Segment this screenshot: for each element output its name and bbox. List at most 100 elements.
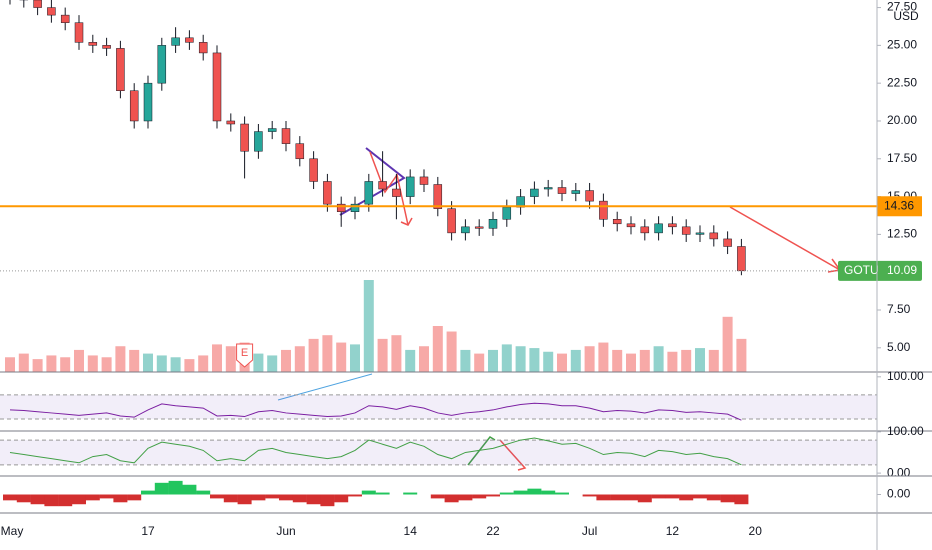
- candle-body: [171, 37, 180, 46]
- volume-bar: [74, 349, 84, 372]
- volume-bar: [681, 349, 692, 372]
- x-tick-label: 12: [666, 524, 680, 538]
- candle-body: [364, 181, 374, 205]
- y-tick-label: 0.00: [887, 487, 911, 501]
- last-price-box: [838, 260, 922, 281]
- x-tick-label: May: [1, 524, 24, 538]
- candle-body: [530, 188, 539, 197]
- x-tick-label: 22: [486, 524, 500, 538]
- y-tick-label: 5.00: [887, 340, 911, 354]
- candle-body: [392, 188, 401, 197]
- candle-body: [254, 131, 263, 152]
- earnings-marker: [236, 343, 254, 368]
- candles: [5, 0, 747, 372]
- arrow-head: [400, 217, 413, 226]
- oscillator-bar: [693, 494, 707, 499]
- candle-body: [474, 226, 484, 229]
- oscillator-bar: [472, 494, 487, 499]
- volume-bar: [212, 344, 222, 372]
- volume-bar: [584, 346, 595, 372]
- oscillator-bar: [375, 492, 390, 495]
- volume-bar: [101, 357, 112, 372]
- volume-bar: [46, 355, 57, 372]
- candle-body: [309, 158, 318, 182]
- candle-body: [585, 190, 594, 202]
- volume-bar: [667, 351, 678, 372]
- oscillator-bar: [720, 494, 735, 503]
- oscillator-bar: [458, 494, 473, 501]
- arrow: [729, 206, 841, 271]
- x-tick-label: 17: [141, 524, 155, 538]
- trend-line: [277, 373, 373, 401]
- oscillator-bar: [196, 490, 211, 495]
- volume-bar: [350, 344, 360, 372]
- candle-body: [502, 206, 512, 220]
- volume-bar: [598, 342, 609, 372]
- candle-body: [488, 219, 498, 229]
- candle-body: [709, 232, 719, 240]
- indicator-line: [9, 437, 742, 466]
- oscillator-bar: [651, 494, 666, 499]
- arrow: [369, 151, 409, 226]
- candle-body: [323, 181, 332, 205]
- oscillator-bar: [292, 494, 307, 503]
- y-tick-label: 20.00: [887, 113, 917, 127]
- y-tick-label: 100.00: [887, 424, 924, 438]
- band: [0, 394, 877, 419]
- volume-bar: [557, 353, 567, 372]
- oscillator-bar: [486, 494, 500, 497]
- candle-body: [640, 226, 650, 234]
- volume-bar: [543, 351, 554, 372]
- volume-bar: [225, 346, 236, 372]
- oscillator-bar: [403, 492, 418, 495]
- candle-body: [723, 238, 732, 247]
- oscillator-bar: [168, 480, 183, 495]
- candle-body: [143, 82, 153, 122]
- oscillator-bar: [361, 490, 376, 495]
- earnings-label: E: [241, 347, 248, 359]
- oscillator-bar: [334, 494, 349, 503]
- oscillator-bar: [541, 490, 556, 495]
- volume-bar: [294, 346, 305, 372]
- x-tick-label: 20: [749, 524, 763, 538]
- candle-body: [350, 203, 360, 212]
- volume-bar: [322, 335, 333, 372]
- candle-body: [88, 42, 98, 46]
- volume-bar: [736, 338, 747, 372]
- volume-bar: [18, 353, 29, 372]
- oscillator-bar: [99, 494, 114, 499]
- oscillator-bar: [679, 494, 694, 501]
- candle-body: [33, 0, 42, 8]
- candle-body: [102, 45, 111, 49]
- volume-bar: [515, 346, 526, 372]
- oscillator-bar: [251, 494, 266, 501]
- candle-body: [74, 22, 84, 43]
- oscillator-bar: [237, 494, 252, 505]
- oscillator-bar: [444, 494, 459, 503]
- oscillator-bar: [127, 494, 142, 501]
- arrow: [499, 439, 527, 471]
- volume-bar: [639, 349, 650, 372]
- volume-bar: [626, 353, 636, 372]
- candle-body: [571, 190, 581, 194]
- candle-body: [378, 181, 387, 190]
- candle-body: [47, 7, 56, 16]
- volume-bar: [143, 353, 153, 372]
- oscillator-bar: [499, 492, 514, 495]
- oscillator-bar: [223, 494, 238, 503]
- candle-body: [695, 232, 705, 235]
- candle-body: [116, 48, 125, 91]
- oscillator-bar: [16, 494, 31, 503]
- indicator-line: [9, 402, 742, 421]
- oscillator-bar: [513, 490, 528, 495]
- oscillator-bar: [44, 494, 59, 507]
- candle-body: [626, 223, 636, 228]
- currency: USD: [893, 9, 919, 23]
- oscillator-bar: [72, 494, 86, 505]
- candle-body: [129, 90, 139, 122]
- volume-bar: [460, 349, 471, 372]
- volume-bar: [363, 280, 374, 372]
- oscillator-bar: [182, 484, 197, 495]
- last-price: 10.09: [887, 263, 917, 277]
